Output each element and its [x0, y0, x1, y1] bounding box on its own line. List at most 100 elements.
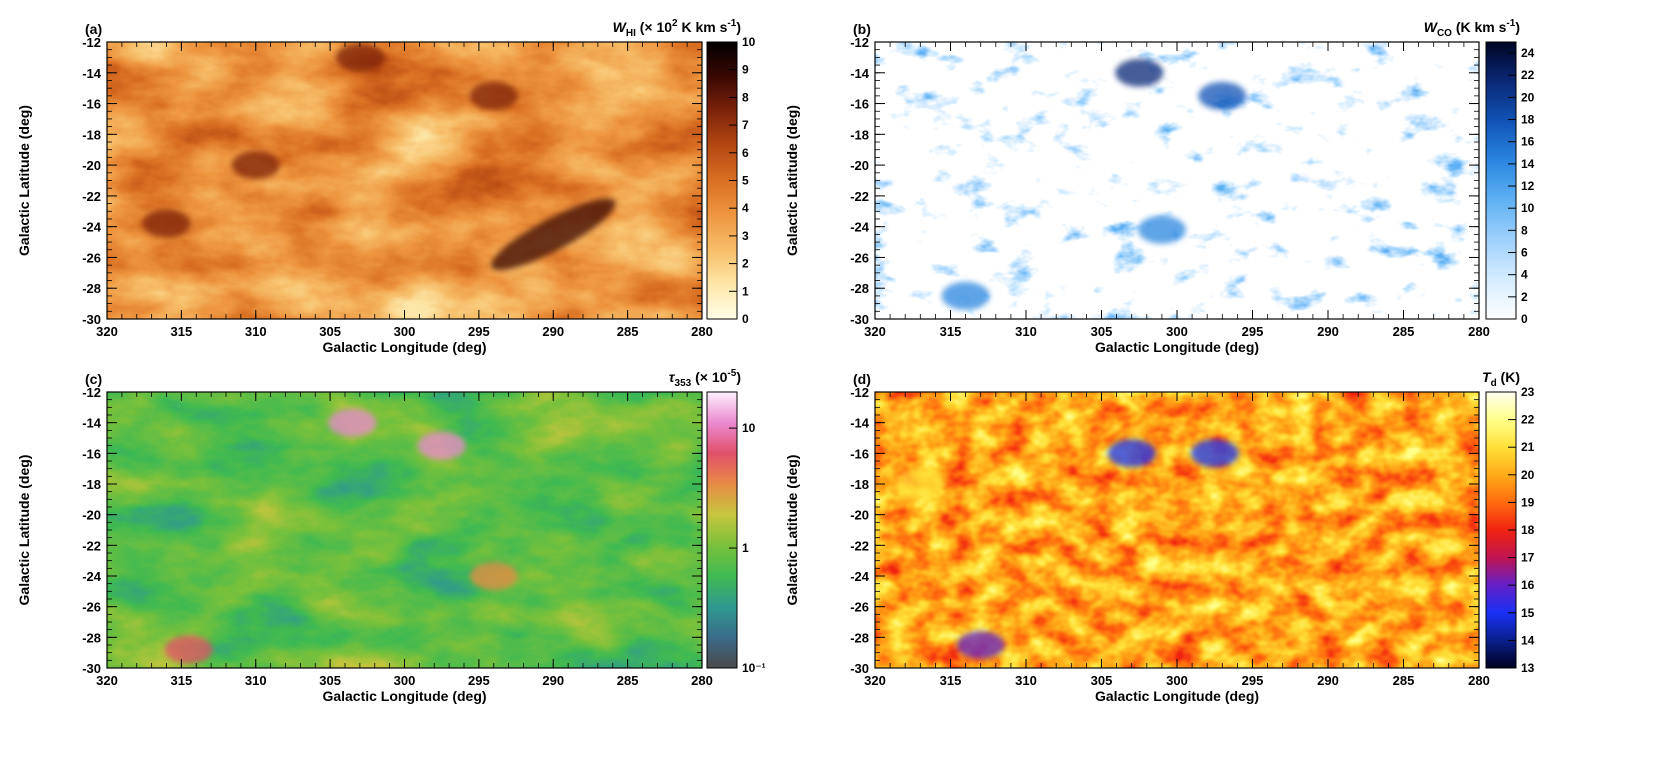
- x-tick-label: 295: [1242, 673, 1264, 688]
- x-tick-label: 285: [1393, 324, 1415, 339]
- y-tick-label: -18: [82, 127, 101, 142]
- colorbar-title-part: 2: [672, 18, 678, 29]
- dense-feature: [328, 408, 377, 437]
- colorbar-title-part: -1: [727, 18, 736, 29]
- y-tick-label: -16: [82, 97, 101, 112]
- map-image: [107, 392, 702, 668]
- colorbar-tick-label: 2: [742, 257, 749, 271]
- x-axis-label: Galactic Longitude (deg): [1095, 688, 1259, 704]
- colorbar-tick-label: 13: [1521, 661, 1535, 675]
- colorbar: [706, 391, 738, 669]
- x-tick-label: 280: [691, 673, 713, 688]
- x-tick-label: 280: [1468, 673, 1490, 688]
- dense-feature: [896, 470, 945, 498]
- x-tick-label: 315: [940, 673, 962, 688]
- x-tick-label: 295: [468, 324, 490, 339]
- colorbar-title-part: τ: [669, 369, 676, 385]
- y-tick-label: -14: [850, 66, 870, 81]
- map-image: [875, 392, 1479, 668]
- dense-feature: [335, 43, 384, 72]
- y-tick-label: -16: [850, 446, 869, 461]
- dense-feature: [1137, 215, 1186, 244]
- colorbar-tick-label: 0: [1521, 312, 1528, 326]
- y-tick-label: -22: [850, 538, 869, 553]
- x-tick-label: 300: [1166, 673, 1188, 688]
- colorbar-tick-label: 4: [1521, 268, 1528, 282]
- colorbar-title-part: d: [1491, 378, 1497, 389]
- x-tick-label: 280: [691, 324, 713, 339]
- colorbar-title-part: 353: [675, 378, 692, 389]
- y-axis-label: Galactic Latitude (deg): [16, 105, 32, 256]
- colorbar-tick-label: 17: [1521, 551, 1535, 565]
- y-tick-label: -16: [82, 446, 101, 461]
- colorbar-tick-label: 0: [742, 312, 749, 326]
- colorbar-tick-label: 2: [1521, 290, 1528, 304]
- colorbar-tick-label: 24: [1521, 46, 1535, 60]
- x-tick-label: 305: [1091, 324, 1113, 339]
- y-tick-label: -30: [850, 312, 869, 327]
- colorbar-title-part: ): [736, 369, 741, 385]
- colorbar-tick-label: 15: [1521, 606, 1535, 620]
- colorbar-title-part: T: [1482, 369, 1492, 385]
- map-texture: [107, 42, 702, 319]
- colorbar-title-part: CO: [1437, 28, 1452, 39]
- dense-feature: [142, 209, 191, 238]
- panel-b: 320 315 310 305 300 295 290 285 280-12-14-16-18-…: [784, 18, 1535, 355]
- y-tick-label: -18: [82, 477, 101, 492]
- y-tick-label: -20: [850, 508, 869, 523]
- y-tick-label: -30: [850, 661, 869, 676]
- x-tick-label: 310: [1015, 324, 1037, 339]
- y-tick-label: -30: [82, 312, 101, 327]
- x-tick-label: 310: [245, 324, 267, 339]
- colorbar-tick-label: 20: [1521, 90, 1535, 104]
- colorbar-title: τ353 (× 10-5): [669, 368, 741, 389]
- dense-feature: [1115, 58, 1164, 87]
- dense-feature: [417, 431, 466, 460]
- colorbar-tick-label: 5: [742, 174, 749, 188]
- x-tick-label: 315: [171, 673, 193, 688]
- colorbar-tick-label: 1: [742, 541, 749, 555]
- panel-label: (c): [85, 371, 102, 387]
- x-tick-label: 300: [394, 673, 416, 688]
- x-tick-label: 305: [319, 324, 341, 339]
- x-axis-label: Galactic Longitude (deg): [322, 688, 486, 704]
- y-axis-label: Galactic Latitude (deg): [16, 455, 32, 606]
- y-tick-label: -24: [82, 569, 102, 584]
- y-tick-label: -22: [850, 189, 869, 204]
- colorbar-tick-label: 14: [1521, 633, 1535, 647]
- x-tick-label: 285: [617, 324, 639, 339]
- x-tick-label: 290: [1317, 673, 1339, 688]
- colorbar-tick-label: 23: [1521, 385, 1535, 399]
- dense-feature: [164, 635, 213, 664]
- y-tick-label: -28: [82, 630, 101, 645]
- y-tick-label: -16: [850, 97, 869, 112]
- panel-c: 320 315 310 305 300 295 290 285 280 -12 -14 -16 -18 -…: [16, 368, 766, 704]
- y-tick-label: -20: [82, 508, 101, 523]
- dense-feature: [956, 631, 1005, 659]
- colorbar-tick-label: 18: [1521, 523, 1535, 537]
- colorbar-tick-label: 16: [1521, 135, 1535, 149]
- colorbar-title-part: -1: [1506, 18, 1515, 29]
- colorbar-title-part: W: [1424, 19, 1439, 35]
- y-tick-label: -28: [82, 281, 101, 296]
- map-texture: [107, 392, 702, 668]
- y-tick-label: -12: [850, 35, 869, 50]
- y-tick-label: -26: [82, 600, 101, 615]
- colorbar-title-part: (K km s: [1452, 19, 1507, 35]
- y-axis-label: Galactic Latitude (deg): [784, 455, 800, 606]
- colorbar-tick-label: 22: [1521, 413, 1535, 427]
- x-tick-label: 290: [1317, 324, 1339, 339]
- colorbar-tick-label: 10: [742, 35, 756, 49]
- y-tick-label: -18: [850, 477, 869, 492]
- x-tick-label: 295: [1242, 324, 1264, 339]
- x-tick-label: 315: [940, 324, 962, 339]
- y-tick-label: -22: [82, 189, 101, 204]
- colorbar-title-part: (× 10: [636, 19, 672, 35]
- colorbar-tick-label: 7: [742, 118, 749, 132]
- dense-feature: [1198, 81, 1247, 110]
- y-tick-label: -24: [850, 569, 870, 584]
- panel-label: (d): [853, 371, 871, 387]
- x-tick-label: 320: [864, 324, 886, 339]
- y-tick-label: -22: [82, 538, 101, 553]
